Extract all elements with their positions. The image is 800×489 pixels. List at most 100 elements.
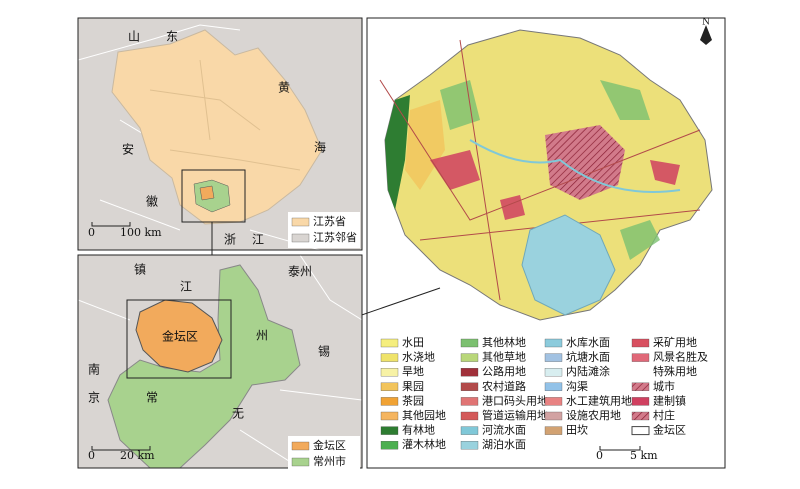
legend-swatch bbox=[544, 382, 563, 391]
map-label: 金坛区 bbox=[162, 329, 198, 344]
legend-label: 建制镇 bbox=[653, 393, 686, 407]
scale-label: 0 bbox=[88, 449, 95, 462]
map-label: 南 bbox=[88, 362, 100, 377]
legend-label-line: 特殊用地 bbox=[653, 364, 697, 378]
legend-swatch bbox=[631, 353, 650, 362]
legend-label: 果园 bbox=[402, 380, 424, 393]
legend-label: 风景名胜及特殊用地 bbox=[653, 350, 708, 379]
city-map bbox=[78, 255, 362, 468]
legend-label: 常州市 bbox=[313, 454, 346, 468]
legend-label: 其他草地 bbox=[482, 351, 526, 364]
legend-label: 水田 bbox=[402, 336, 424, 349]
legend-label: 有林地 bbox=[402, 423, 435, 437]
legend-label: 采矿用地 bbox=[653, 336, 697, 349]
legend-label: 农村道路 bbox=[482, 379, 526, 393]
legend-swatch bbox=[380, 353, 399, 362]
legend-swatch bbox=[380, 441, 399, 450]
map-label: 常 bbox=[146, 391, 158, 405]
legend-swatch bbox=[460, 397, 479, 406]
legend-label: 金坛区 bbox=[653, 423, 686, 437]
map-label: 徽 bbox=[146, 194, 158, 209]
map-label: 镇 bbox=[134, 263, 146, 277]
legend-label: 设施农用地 bbox=[566, 408, 621, 422]
scale-bar bbox=[599, 446, 641, 451]
legend-label: 村庄 bbox=[653, 408, 675, 422]
legend-label: 水库水面 bbox=[566, 336, 610, 349]
legend-label: 湖泊水面 bbox=[482, 438, 526, 451]
legend-swatch bbox=[291, 217, 310, 227]
land-use-map bbox=[379, 29, 713, 321]
legend-label: 江苏省 bbox=[313, 215, 346, 228]
frame bbox=[77, 254, 363, 469]
map-label: 江 bbox=[180, 280, 192, 294]
legend-swatch bbox=[380, 368, 399, 377]
legend-swatch bbox=[460, 382, 479, 391]
legend-swatch bbox=[380, 397, 399, 406]
map-label: 州 bbox=[256, 329, 268, 343]
legend-swatch bbox=[291, 233, 310, 243]
legend-swatch bbox=[380, 411, 399, 421]
legend-swatch bbox=[460, 353, 479, 362]
legend-label: 金坛区 bbox=[313, 438, 346, 452]
scale-bar bbox=[91, 446, 151, 451]
legend-label: 港口码头用地 bbox=[482, 394, 548, 407]
map-label: 山 bbox=[128, 30, 140, 44]
legend-label: 沟渠 bbox=[566, 380, 588, 393]
legend-swatch bbox=[291, 441, 310, 451]
north-label: N bbox=[702, 18, 710, 28]
legend-label: 田坎 bbox=[566, 424, 588, 437]
scale-bar bbox=[91, 222, 131, 227]
legend-swatch bbox=[460, 338, 479, 348]
legend-label: 旱地 bbox=[402, 365, 424, 378]
legend-swatch bbox=[631, 411, 650, 421]
legend-swatch bbox=[291, 457, 310, 467]
legend-swatch bbox=[460, 441, 479, 450]
map-label: 安 bbox=[122, 142, 134, 157]
map-label: 无 bbox=[232, 407, 244, 421]
legend-label: 水工建筑用地 bbox=[566, 393, 632, 407]
legend-swatch bbox=[544, 411, 563, 421]
map-label: 浙 bbox=[224, 233, 236, 247]
province-map bbox=[78, 18, 362, 250]
map-label: 京 bbox=[88, 391, 100, 405]
map-label: 黄 bbox=[278, 81, 290, 95]
legend-label: 河流水面 bbox=[482, 423, 526, 437]
scale-label: 0 bbox=[596, 449, 603, 462]
legend-label: 管道运输用地 bbox=[482, 408, 548, 422]
legend-label: 内陆滩涂 bbox=[566, 364, 610, 378]
legend-swatch bbox=[544, 397, 563, 406]
legend-label: 公路用地 bbox=[482, 365, 526, 378]
scale-label: 100 km bbox=[120, 226, 162, 239]
legend-label: 其他园地 bbox=[402, 409, 446, 422]
legend-swatch bbox=[544, 353, 563, 362]
legend-label: 江苏邻省 bbox=[313, 231, 357, 244]
scale-label: 20 km bbox=[120, 449, 155, 462]
legend-label: 坑塘水面 bbox=[566, 350, 610, 364]
map-label: 江 bbox=[252, 233, 264, 247]
frame bbox=[366, 17, 726, 469]
map-label: 海 bbox=[314, 140, 326, 155]
legend-label: 城市 bbox=[653, 379, 675, 393]
map-label: 泰州 bbox=[288, 265, 312, 279]
legend-swatch bbox=[460, 426, 479, 435]
scale-label: 5 km bbox=[630, 449, 658, 462]
legend-swatch bbox=[544, 338, 563, 348]
legend-swatch bbox=[544, 368, 563, 377]
legend-swatch bbox=[631, 397, 650, 406]
legend-swatch bbox=[631, 338, 650, 348]
legend-swatch bbox=[460, 411, 479, 421]
legend-swatch bbox=[460, 368, 479, 377]
legend-label: 水浇地 bbox=[402, 351, 435, 364]
north-arrow bbox=[700, 25, 712, 45]
map-label: 锡 bbox=[318, 344, 330, 359]
scale-label: 0 bbox=[88, 226, 95, 239]
legend-label: 其他林地 bbox=[482, 335, 526, 349]
legend-swatch bbox=[631, 426, 650, 436]
legend-swatch bbox=[380, 338, 399, 348]
legend-swatch bbox=[380, 426, 399, 435]
legend-swatch bbox=[380, 382, 399, 391]
legend-swatch bbox=[544, 426, 563, 435]
legend-label-line: 风景名胜及 bbox=[653, 350, 708, 364]
